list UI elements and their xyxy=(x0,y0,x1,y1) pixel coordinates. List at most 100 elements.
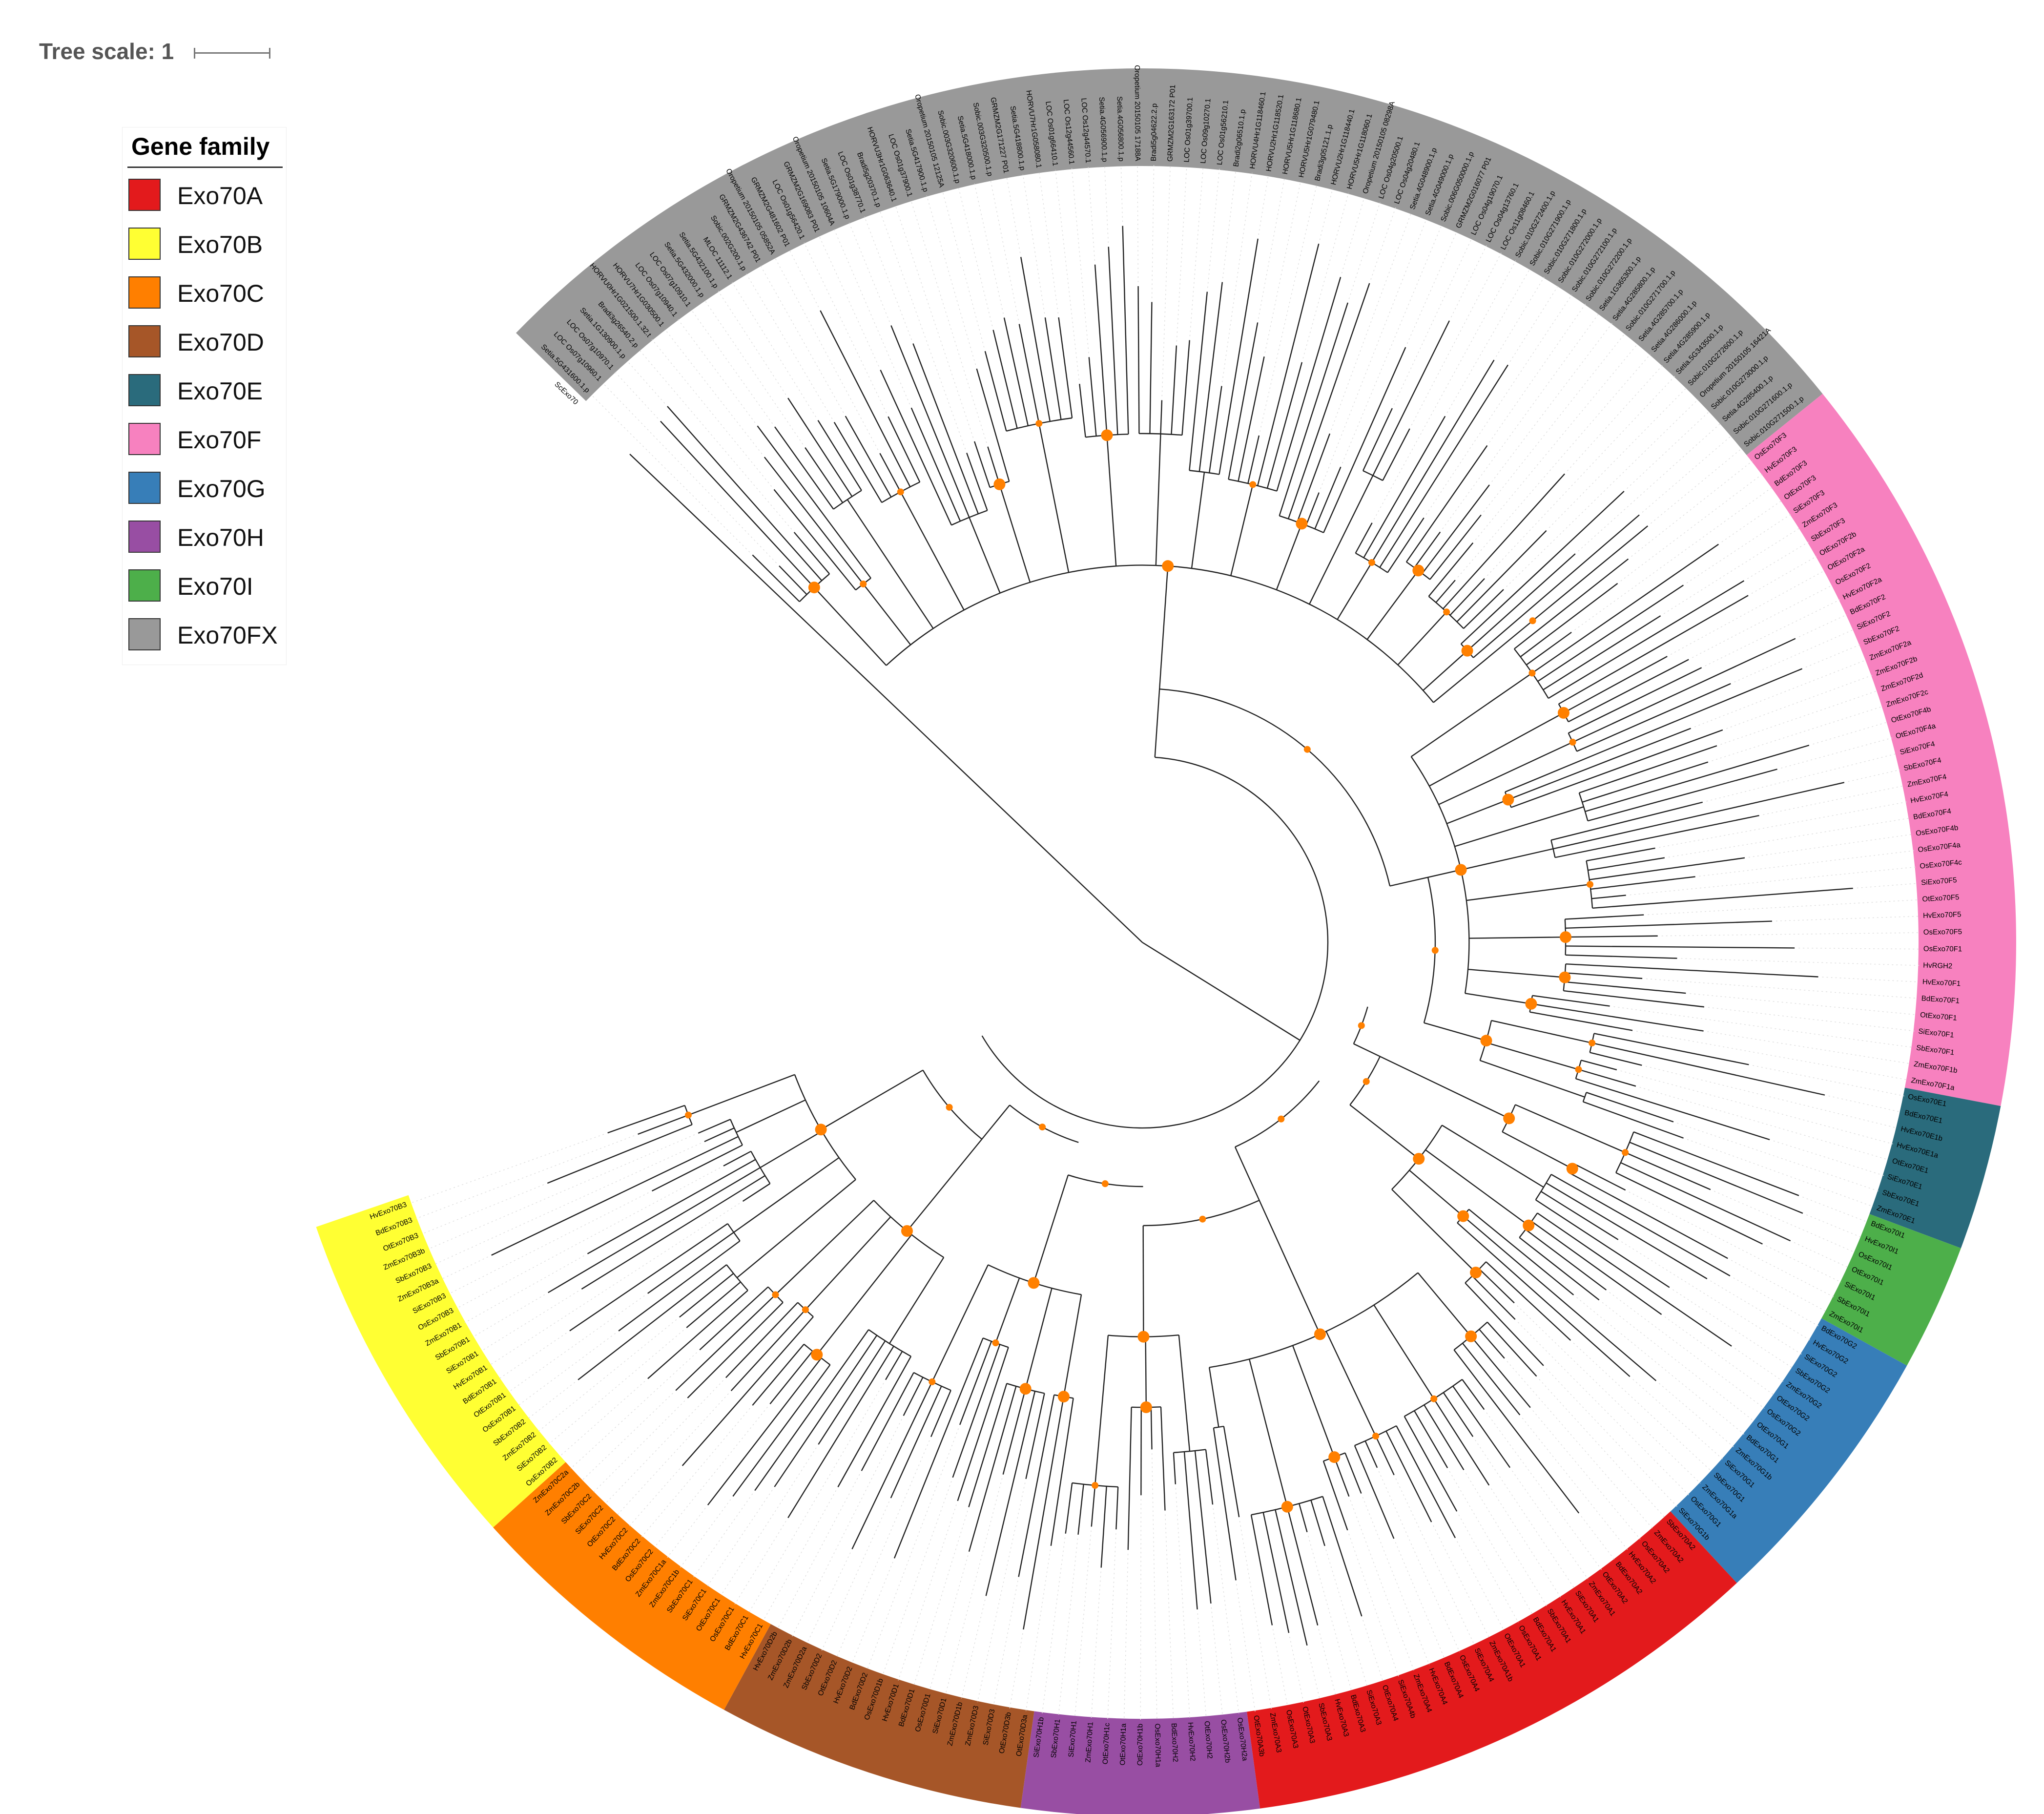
label-guide xyxy=(1734,1348,1784,1382)
label-guide xyxy=(748,1383,884,1613)
leaf-branch xyxy=(1532,995,1610,1007)
leaf-branch xyxy=(774,1335,878,1487)
leaf-branch xyxy=(1355,522,1373,554)
sub-branch xyxy=(1366,570,1419,640)
leaf-label: OsExo70F1 xyxy=(1923,945,1962,954)
bootstrap-node xyxy=(1028,1277,1040,1289)
label-guide xyxy=(929,1555,969,1690)
leaf-branch xyxy=(793,532,830,575)
label-guide xyxy=(910,200,987,443)
label-guide xyxy=(441,1256,488,1280)
label-guide xyxy=(1574,487,1773,630)
legend-label: Exo70G xyxy=(177,475,266,502)
leaf-branch xyxy=(675,1294,776,1391)
label-guide xyxy=(1763,785,1904,815)
sub-branch xyxy=(1461,848,1553,871)
leaf-branch xyxy=(681,1316,814,1466)
legend-swatch xyxy=(128,325,161,357)
label-guide xyxy=(1630,866,1916,896)
label-guide xyxy=(410,1134,604,1204)
leaf-branch xyxy=(752,554,800,603)
label-guide xyxy=(456,1168,721,1309)
leaf-label: OtExo70F1 xyxy=(1920,1011,1957,1022)
legend-swatch xyxy=(128,228,161,260)
label-guide xyxy=(1058,1538,1078,1715)
leaf-branch xyxy=(968,1386,1017,1552)
leaf-branch xyxy=(1424,1404,1465,1470)
ring-segment-exo70fx xyxy=(516,68,1823,456)
leaf-branch xyxy=(1088,357,1097,437)
bootstrap-node xyxy=(993,478,1006,490)
leaf-branch xyxy=(1463,1215,1657,1381)
label-guide xyxy=(1721,500,1782,542)
label-guide xyxy=(1457,354,1651,578)
leaf-branch xyxy=(952,1344,1001,1478)
leaf-branch xyxy=(1457,1222,1631,1377)
leaf-branch xyxy=(1414,1410,1448,1468)
leaf-branch xyxy=(1591,895,1626,899)
label-guide xyxy=(1042,1537,1066,1713)
legend-label: Exo70H xyxy=(177,524,264,551)
leaf-branch xyxy=(651,1145,743,1192)
label-guide xyxy=(833,229,910,405)
legend-item-exo70i: Exo70I xyxy=(128,569,282,605)
label-guide xyxy=(1222,170,1237,278)
leaf-branch xyxy=(1565,954,1677,959)
label-guide xyxy=(851,1562,893,1664)
label-guide xyxy=(1712,706,1883,761)
label-guide xyxy=(1576,1297,1745,1435)
label-guide xyxy=(1726,675,1873,729)
leaf-branch xyxy=(769,1351,813,1405)
label-guide xyxy=(1629,1191,1835,1297)
label-guide xyxy=(1006,177,1021,253)
leaf-branch xyxy=(1565,972,1643,980)
label-guide xyxy=(464,1255,584,1323)
leaf-branch xyxy=(845,416,892,498)
leaf-label: HvRGH2 xyxy=(1923,961,1952,971)
leaf-branch xyxy=(1576,683,1731,752)
sub-branch xyxy=(1515,1104,1626,1153)
leaf-branch xyxy=(1510,729,1723,808)
label-guide xyxy=(1648,899,1919,915)
leaf-branch xyxy=(1592,887,1853,909)
label-guide xyxy=(1450,245,1487,317)
label-guide xyxy=(1320,218,1427,489)
leaf-branch xyxy=(578,1264,727,1380)
leaf-branch xyxy=(730,1309,806,1392)
leaf-branch xyxy=(1100,1486,1107,1568)
leaf-branch xyxy=(667,406,823,581)
leaf-label: BdExo70F1 xyxy=(1921,994,1960,1005)
label-guide xyxy=(677,319,756,423)
label-guide xyxy=(1805,644,1860,668)
bootstrap-node xyxy=(897,488,904,496)
label-guide xyxy=(1686,514,1792,584)
label-guide xyxy=(1642,435,1732,513)
leaf-branch xyxy=(1023,1396,1065,1630)
leaf-branch xyxy=(1519,1237,1600,1301)
leaf-branch xyxy=(818,1340,886,1445)
sub-branch xyxy=(1467,969,1565,978)
leaf-branch xyxy=(1456,530,1547,623)
label-guide xyxy=(1104,166,1109,243)
label-guide xyxy=(1307,1649,1320,1700)
label-guide xyxy=(734,1521,786,1605)
backbone-branch xyxy=(1353,1043,1509,1119)
leaf-label: Setia.4G056800.1.p xyxy=(1115,96,1125,162)
leaf-branch xyxy=(987,446,1000,485)
label-guide xyxy=(1211,1607,1223,1716)
label-guide xyxy=(1487,375,1675,576)
label-guide xyxy=(1406,231,1457,344)
backbone-branch xyxy=(1389,869,1461,887)
label-guide xyxy=(1165,1514,1174,1719)
leaf-branch xyxy=(957,1347,1009,1501)
label-guide xyxy=(1581,1516,1615,1560)
legend-item-exo70fx: Exo70FX xyxy=(128,618,282,653)
leaf-branch xyxy=(1541,1191,1619,1240)
leaf-branch xyxy=(1566,935,1658,938)
bootstrap-node xyxy=(1412,564,1425,577)
bootstrap-node xyxy=(860,580,867,587)
label-guide xyxy=(1776,916,1920,921)
leaf-branch xyxy=(1590,876,1695,890)
leaf-branch xyxy=(1588,857,1665,871)
label-guide xyxy=(1567,365,1663,471)
